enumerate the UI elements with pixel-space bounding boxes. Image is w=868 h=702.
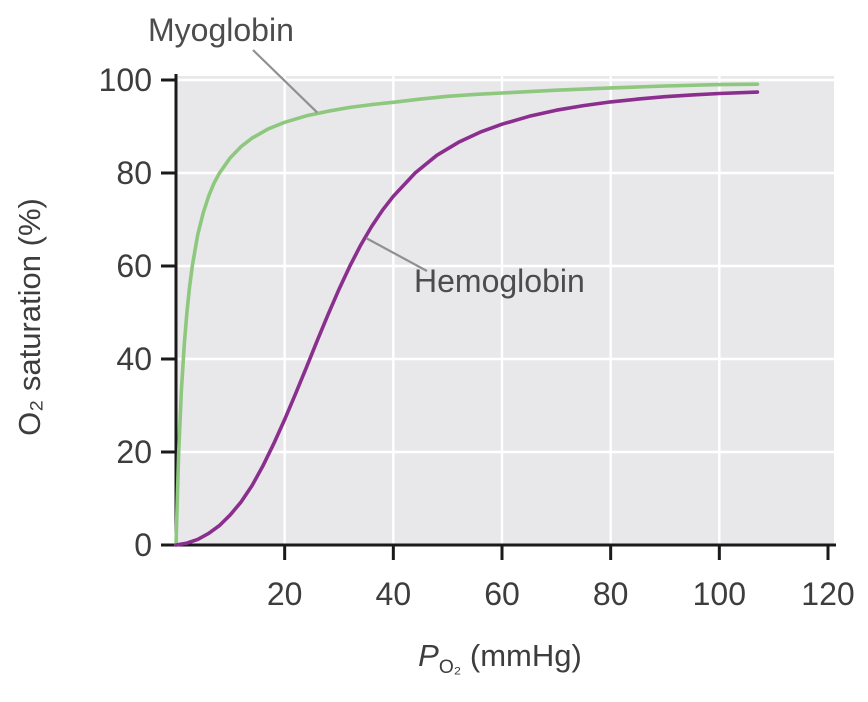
y-tick-label: 60 — [116, 248, 152, 284]
hemoglobin-curve — [174, 90, 760, 547]
myoglobin-curve — [174, 82, 760, 547]
y-tick-label: 0 — [134, 527, 152, 563]
hemoglobin-curve-label: Hemoglobin — [414, 263, 585, 299]
y-tick-label: 40 — [116, 341, 152, 377]
y-tick-label: 80 — [116, 155, 152, 191]
y-tick-label: 20 — [116, 434, 152, 470]
myoglobin-pointer-line — [252, 49, 319, 114]
myoglobin-curve-label: Myoglobin — [148, 12, 294, 48]
x-tick-label: 60 — [484, 576, 520, 612]
x-tick-label: 20 — [267, 576, 303, 612]
y-tick-label: 100 — [99, 62, 152, 98]
plot-area — [176, 76, 834, 545]
x-axis-units: (mmHg) — [461, 638, 582, 673]
hemoglobin-pointer-line — [365, 237, 428, 272]
x-axis-title: PO₂ (mmHg) — [330, 638, 670, 677]
x-tick-label: 100 — [693, 576, 746, 612]
y-axis-title: O₂ saturation (%) — [12, 198, 47, 436]
x-axis-subscript: O₂ — [438, 657, 462, 679]
x-axis-variable: P — [418, 638, 439, 673]
x-tick-label: 120 — [801, 576, 854, 612]
x-tick-label: 40 — [376, 576, 412, 612]
x-tick-label: 80 — [593, 576, 629, 612]
